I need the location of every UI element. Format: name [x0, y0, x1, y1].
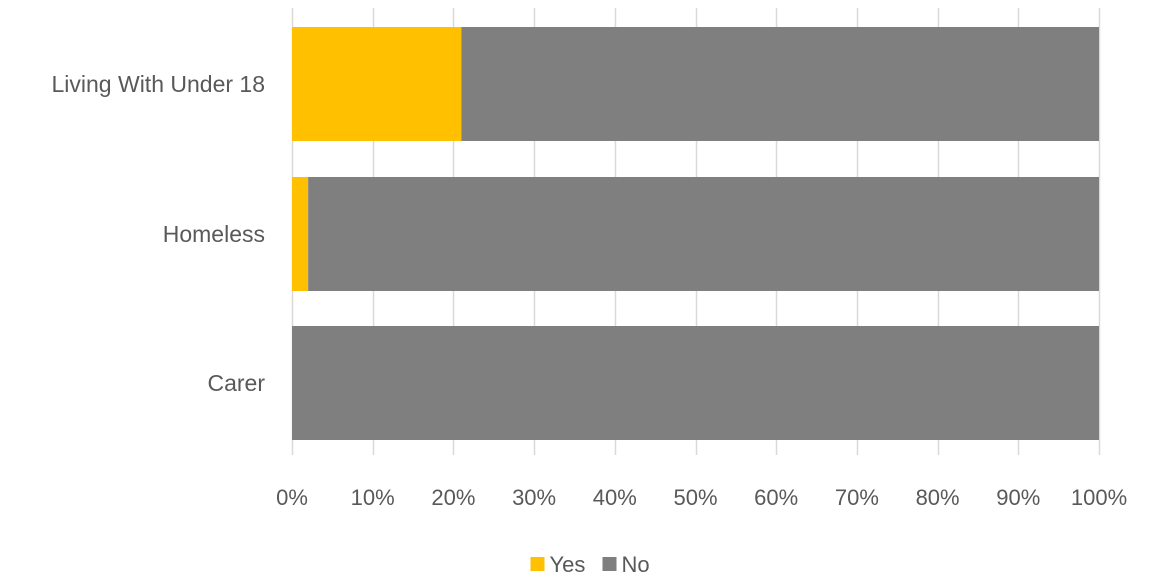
legend-label-yes: Yes: [550, 552, 586, 577]
bar-no-homeless: [308, 177, 1099, 291]
category-label-living-with-under-18: Living With Under 18: [52, 71, 266, 97]
x-tick-label-10: 10%: [351, 485, 395, 510]
bar-no-living-with-under-18: [461, 27, 1100, 141]
x-tick-label-30: 30%: [512, 485, 556, 510]
bar-yes-living-with-under-18: [292, 27, 462, 141]
x-axis-tick-labels: 0% 10% 20% 30% 40% 50% 60% 70% 80% 90% 100%: [276, 485, 1127, 510]
y-axis-category-labels: Living With Under 18 Homeless Carer: [52, 71, 266, 396]
bars: [292, 27, 1100, 440]
legend-item-no: No: [602, 552, 650, 577]
x-tick-label-90: 90%: [996, 485, 1040, 510]
x-tick-label-50: 50%: [673, 485, 717, 510]
legend-swatch-yes: [530, 557, 545, 571]
category-label-carer: Carer: [207, 370, 265, 396]
x-tick-label-70: 70%: [835, 485, 879, 510]
bar-no-carer: [292, 326, 1099, 440]
legend-item-yes: Yes: [530, 552, 586, 577]
legend-swatch-no: [602, 557, 617, 571]
category-label-homeless: Homeless: [163, 221, 265, 247]
x-tick-label-40: 40%: [593, 485, 637, 510]
x-tick-label-80: 80%: [916, 485, 960, 510]
x-tick-label-20: 20%: [431, 485, 475, 510]
legend-label-no: No: [622, 552, 650, 577]
legend: Yes No: [530, 552, 650, 577]
x-tick-label-100: 100%: [1071, 485, 1127, 510]
x-tick-label-60: 60%: [754, 485, 798, 510]
bar-yes-homeless: [292, 177, 309, 291]
x-tick-label-0: 0%: [276, 485, 308, 510]
